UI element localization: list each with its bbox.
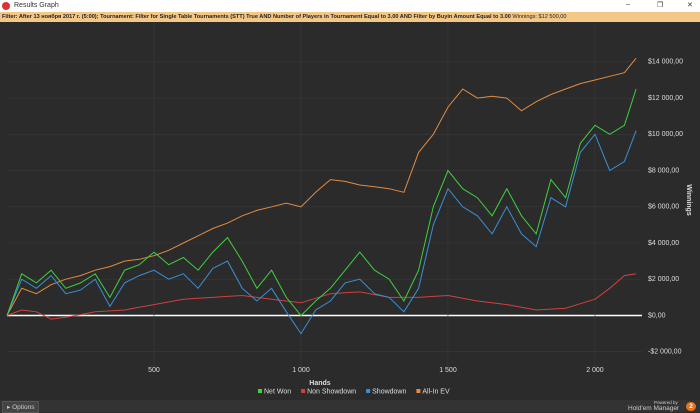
brand: Hold'em Manager xyxy=(628,405,680,412)
y-tick-label: $8 000,00 xyxy=(648,167,679,174)
y-tick-label: $12 000,00 xyxy=(648,95,683,102)
y-tick-label: $2 000,00 xyxy=(648,276,679,283)
legend-swatch xyxy=(258,389,262,393)
powered-by: Powered by xyxy=(654,400,678,405)
chart: Hands Winnings -$2 000,00 $0,00 $2 000,00 $… xyxy=(0,22,700,400)
x-tick-label: 2 000 xyxy=(586,367,604,374)
legend-swatch xyxy=(416,389,421,393)
minimize[interactable]: – xyxy=(626,1,630,8)
legend-label: Net Won xyxy=(264,388,291,395)
filter-bar: Filter: After 13 ноября 2017 г. (5:00); … xyxy=(0,12,700,22)
series-line xyxy=(6,273,637,320)
legend-label: Showdown xyxy=(372,388,406,395)
filter-text: Filter: After 13 ноября 2017 г. (5:00); … xyxy=(2,14,511,20)
y-tick-label: $4 000,00 xyxy=(648,240,679,247)
winnings-text: Winnings: $12 500,00 xyxy=(512,14,567,20)
y-tick-label: -$2 000,00 xyxy=(648,349,682,356)
series-line xyxy=(6,57,637,316)
title-bar: Results Graph – ❐ ✕ xyxy=(0,0,700,12)
close[interactable]: ✕ xyxy=(687,2,693,9)
footer: ▸ Options Powered by Hold'em Manager 2 xyxy=(0,400,700,413)
window-title: Results Graph xyxy=(14,2,59,9)
y-tick-label: $14 000,00 xyxy=(648,59,683,66)
legend-swatch xyxy=(301,389,306,393)
app-icon xyxy=(2,2,10,10)
y-tick-label: $10 000,00 xyxy=(648,131,683,138)
x-tick-label: 1 500 xyxy=(439,367,457,374)
legend-label: All-In EV xyxy=(422,388,450,395)
y-tick-label: $6 000,00 xyxy=(648,204,679,211)
options-button[interactable]: ▸ Options xyxy=(2,401,40,413)
legend-label: Non Showdown xyxy=(307,388,356,395)
y-tick-label: $0,00 xyxy=(648,312,666,319)
series-line xyxy=(6,130,637,335)
x-axis-label: Hands xyxy=(309,380,331,387)
x-tick-label: 1 000 xyxy=(292,367,310,374)
x-tick-label: 500 xyxy=(148,367,160,374)
maximize[interactable]: ❐ xyxy=(657,2,664,9)
y-axis-label: Winnings xyxy=(685,184,692,216)
series-line xyxy=(6,88,637,317)
legend-swatch xyxy=(366,389,371,393)
version-badge: 2 xyxy=(686,402,696,411)
chart-background xyxy=(0,22,700,400)
options-label: Options xyxy=(12,404,35,411)
